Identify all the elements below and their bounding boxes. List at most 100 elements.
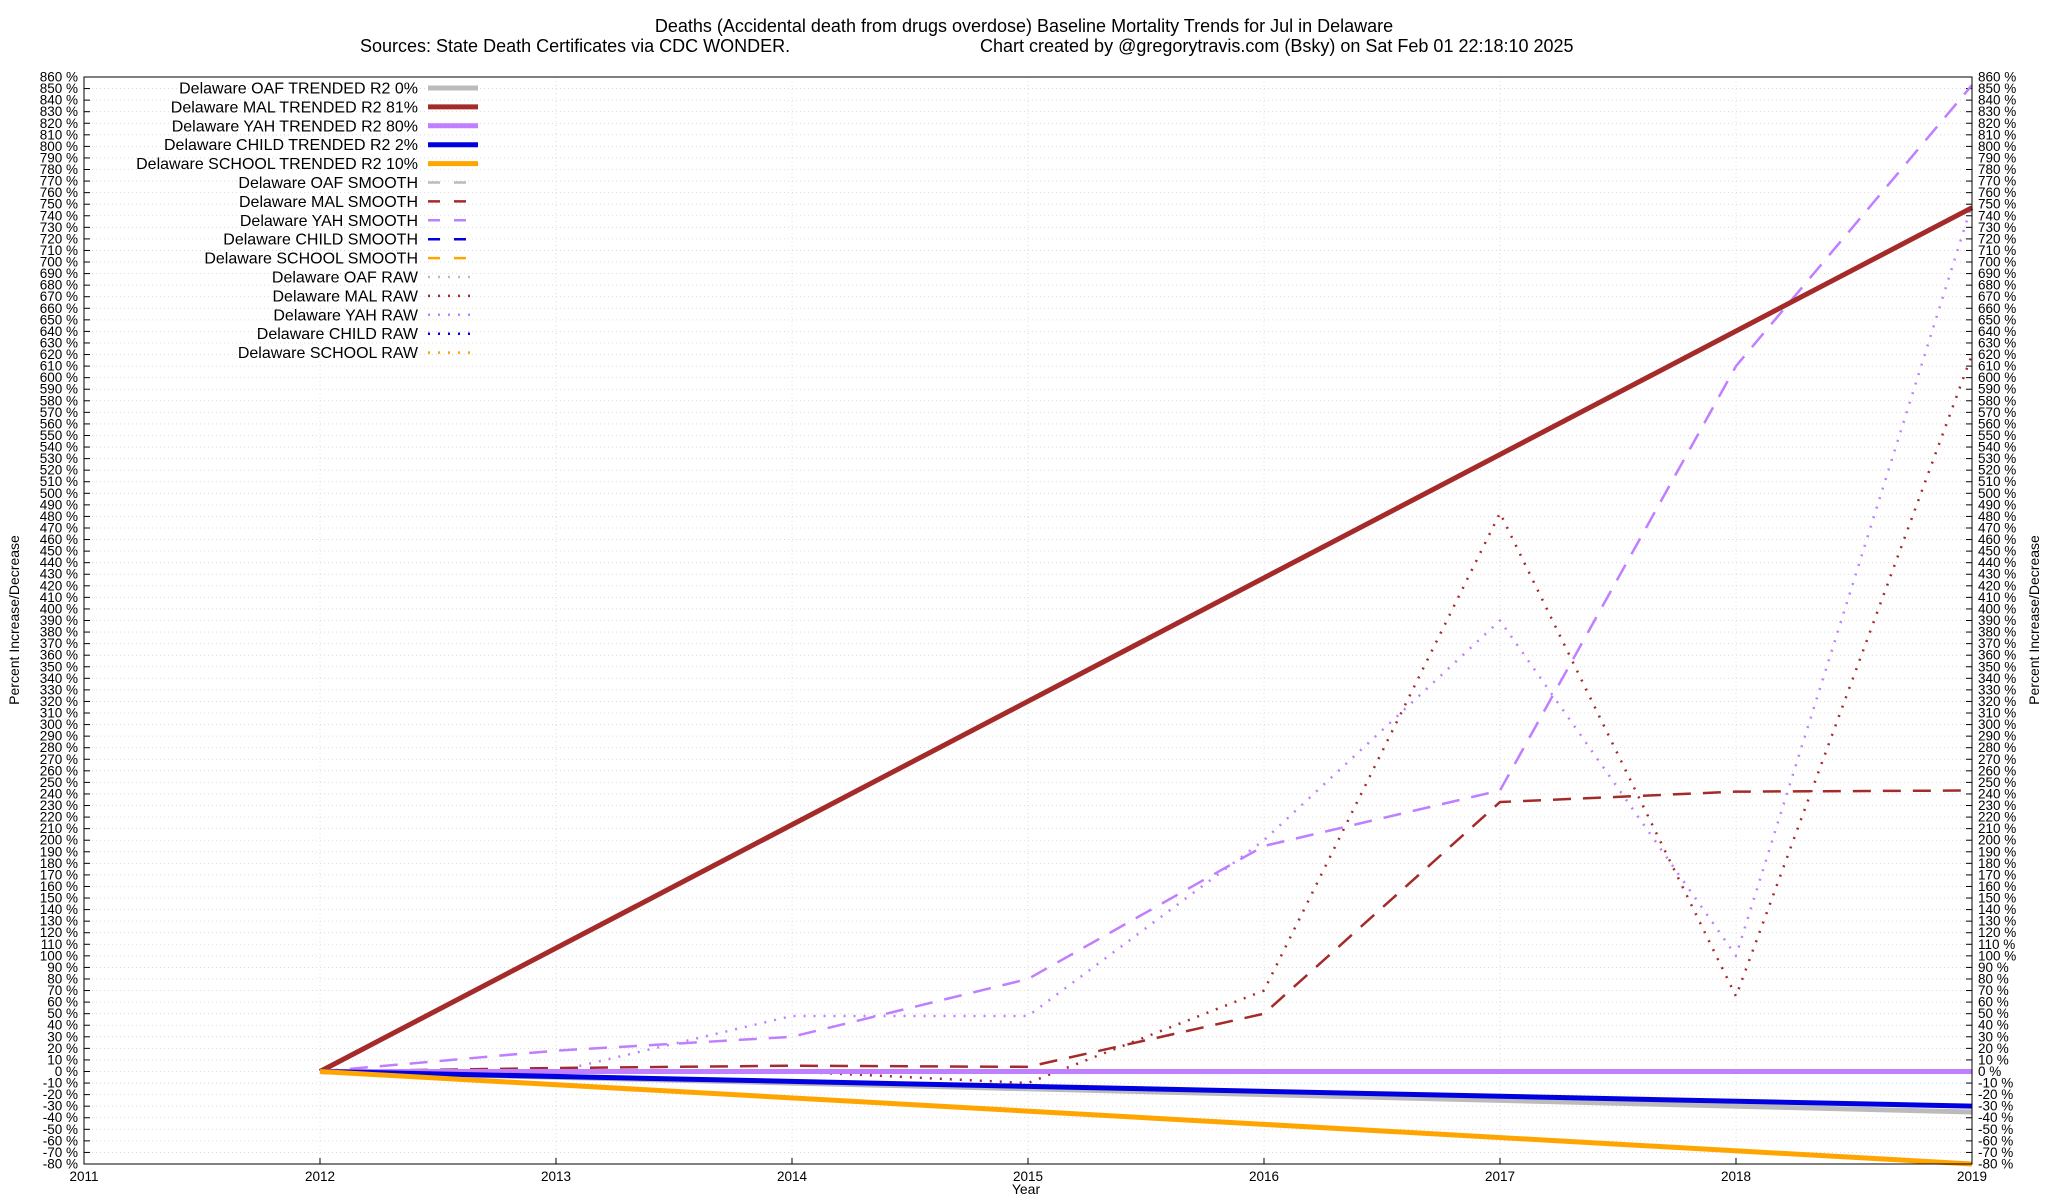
y-tick-label: 420 % bbox=[40, 578, 78, 593]
y-tick-label: 190 % bbox=[40, 844, 78, 859]
y-tick-label: 90 % bbox=[1978, 960, 2009, 975]
chart-subtitle-left: Sources: State Death Certificates via CD… bbox=[360, 36, 790, 56]
legend-label-1: Delaware OAF TRENDED R2 0% bbox=[179, 81, 418, 98]
x-tick-label: 2018 bbox=[1721, 1169, 1751, 1184]
y-tick-label: 150 % bbox=[1978, 891, 2016, 906]
y-tick-label: -20 % bbox=[1978, 1087, 2013, 1102]
legend-label-9: Delaware CHILD SMOOTH bbox=[223, 232, 418, 249]
y-tick-label: 520 % bbox=[40, 463, 78, 478]
y-tick-label: 780 % bbox=[1978, 162, 2016, 177]
y-tick-label: 730 % bbox=[40, 220, 78, 235]
y-tick-label: 140 % bbox=[1978, 902, 2016, 917]
y-tick-label: 310 % bbox=[40, 706, 78, 721]
y-tick-label: 130 % bbox=[40, 914, 78, 929]
y-tick-label: 820 % bbox=[40, 116, 78, 131]
y-tick-label: 720 % bbox=[1978, 231, 2016, 246]
y-tick-label: 640 % bbox=[40, 324, 78, 339]
y-tick-label: 270 % bbox=[40, 752, 78, 767]
y-tick-label: 300 % bbox=[1978, 717, 2016, 732]
series-line-12 bbox=[320, 354, 1974, 1085]
y-tick-label: 270 % bbox=[1978, 752, 2016, 767]
y-tick-label: 230 % bbox=[40, 798, 78, 813]
legend-label-6: Delaware OAF SMOOTH bbox=[238, 175, 418, 192]
y-tick-label: 750 % bbox=[1978, 197, 2016, 212]
y-tick-label: 250 % bbox=[1978, 775, 2016, 790]
y-tick-label: 530 % bbox=[40, 451, 78, 466]
y-tick-label: 150 % bbox=[40, 891, 78, 906]
y-tick-label: 840 % bbox=[1978, 93, 2016, 108]
y-tick-label: 10 % bbox=[47, 1052, 78, 1067]
y-tick-label: 390 % bbox=[40, 613, 78, 628]
legend-label-11: Delaware OAF RAW bbox=[272, 270, 419, 287]
x-tick-label: 2016 bbox=[1249, 1169, 1279, 1184]
y-tick-label: 480 % bbox=[1978, 509, 2016, 524]
y-tick-label: -80 % bbox=[1978, 1157, 2013, 1172]
y-tick-label: 510 % bbox=[40, 474, 78, 489]
y-tick-label: 460 % bbox=[1978, 532, 2016, 547]
y-tick-label: 570 % bbox=[1978, 405, 2016, 420]
y-tick-label: 580 % bbox=[1978, 393, 2016, 408]
legend-label-8: Delaware YAH SMOOTH bbox=[240, 213, 418, 230]
y-tick-label: 470 % bbox=[40, 520, 78, 535]
y-tick-label: 690 % bbox=[1978, 266, 2016, 281]
legend-label-2: Delaware MAL TRENDED R2 81% bbox=[171, 99, 418, 116]
y-tick-label: 400 % bbox=[1978, 601, 2016, 616]
y-tick-label: 160 % bbox=[1978, 879, 2016, 894]
chart-subtitle-right: Chart created by @gregorytravis.com (Bsk… bbox=[980, 36, 1574, 56]
y-tick-label: 380 % bbox=[40, 625, 78, 640]
y-tick-label: 200 % bbox=[40, 833, 78, 848]
y-tick-label: 560 % bbox=[40, 416, 78, 431]
y-tick-label: 190 % bbox=[1978, 844, 2016, 859]
y-tick-label: 80 % bbox=[47, 971, 78, 986]
y-tick-label: 320 % bbox=[40, 694, 78, 709]
y-tick-label: 660 % bbox=[40, 301, 78, 316]
x-tick-label: 2014 bbox=[777, 1169, 808, 1184]
y-tick-label: 210 % bbox=[1978, 821, 2016, 836]
y-tick-label: 330 % bbox=[1978, 682, 2016, 697]
legend-label-13: Delaware YAH RAW bbox=[273, 307, 419, 324]
y-tick-label: 120 % bbox=[1978, 925, 2016, 940]
legend-label-3: Delaware YAH TRENDED R2 80% bbox=[172, 118, 418, 135]
y-tick-label: 770 % bbox=[1978, 174, 2016, 189]
y-tick-label: 830 % bbox=[40, 104, 78, 119]
y-tick-label: 500 % bbox=[40, 486, 78, 501]
y-tick-label: 20 % bbox=[47, 1041, 78, 1056]
y-tick-label: 810 % bbox=[40, 127, 78, 142]
legend-label-4: Delaware CHILD TRENDED R2 2% bbox=[164, 137, 418, 154]
legend-label-12: Delaware MAL RAW bbox=[272, 288, 418, 305]
x-axis-label: Year bbox=[1012, 1181, 1041, 1197]
x-tick-label: 2017 bbox=[1485, 1169, 1515, 1184]
y-tick-label: 70 % bbox=[1978, 983, 2009, 998]
y-tick-label: 500 % bbox=[1978, 486, 2016, 501]
y-tick-label: 60 % bbox=[1978, 995, 2009, 1010]
y-tick-label: -20 % bbox=[43, 1087, 78, 1102]
y-tick-label: 350 % bbox=[1978, 659, 2016, 674]
y-axis-label-right: Percent Increase/Decrease bbox=[2026, 535, 2042, 705]
y-tick-label: 450 % bbox=[40, 544, 78, 559]
y-tick-label: 220 % bbox=[40, 810, 78, 825]
y-tick-label: 60 % bbox=[47, 995, 78, 1010]
y-tick-label: -80 % bbox=[43, 1157, 78, 1172]
y-tick-label: 670 % bbox=[1978, 289, 2016, 304]
y-tick-label: 180 % bbox=[1978, 856, 2016, 871]
y-tick-label: 140 % bbox=[40, 902, 78, 917]
y-tick-label: 850 % bbox=[1978, 81, 2016, 96]
y-tick-label: 110 % bbox=[1978, 937, 2015, 952]
y-tick-label: 120 % bbox=[40, 925, 78, 940]
y-tick-label: 360 % bbox=[40, 648, 78, 663]
x-axis: 2011 2012 2013 2014 2015 2016 2017 2018 2019 bbox=[69, 1158, 1987, 1184]
y-tick-label: 710 % bbox=[40, 243, 78, 258]
y-tick-label: 170 % bbox=[1978, 867, 2016, 882]
y-tick-label: 230 % bbox=[1978, 798, 2016, 813]
y-tick-label: 570 % bbox=[40, 405, 78, 420]
y-tick-label: 730 % bbox=[1978, 220, 2016, 235]
y-tick-label: 70 % bbox=[47, 983, 78, 998]
y-tick-label: 820 % bbox=[1978, 116, 2016, 131]
legend-label-7: Delaware MAL SMOOTH bbox=[239, 194, 418, 211]
y-tick-label: 260 % bbox=[40, 763, 78, 778]
y-tick-label: 560 % bbox=[1978, 416, 2016, 431]
y-tick-label: 720 % bbox=[40, 231, 78, 246]
y-tick-label: 0 % bbox=[55, 1064, 78, 1079]
y-tick-label: 370 % bbox=[40, 636, 78, 651]
